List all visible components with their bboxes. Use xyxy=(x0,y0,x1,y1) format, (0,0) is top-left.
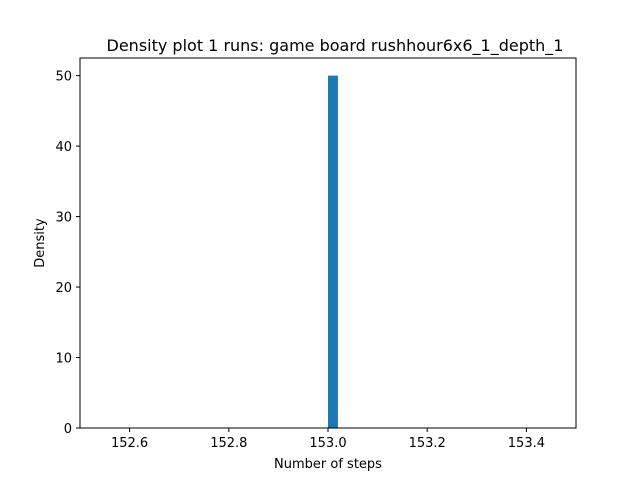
plot-frame xyxy=(79,57,577,429)
x-ticks: 152.6 152.8 153.0 153.2 153.4 xyxy=(111,428,545,451)
x-tick-label: 152.6 xyxy=(111,436,148,451)
y-tick-label: 10 xyxy=(55,352,72,367)
x-axis-label: Number of steps xyxy=(274,457,382,472)
bars-group xyxy=(328,75,338,428)
bar-0 xyxy=(328,75,338,428)
chart-title: Density plot 1 runs: game board rushhour… xyxy=(107,36,564,56)
x-tick-label: 153.4 xyxy=(508,436,545,451)
y-ticks: 0 10 20 30 40 50 xyxy=(55,70,80,437)
y-tick-label: 20 xyxy=(55,281,72,296)
x-tick-label: 153.2 xyxy=(409,436,446,451)
y-axis-label: Density xyxy=(33,218,48,268)
y-tick-label: 40 xyxy=(55,140,72,155)
y-tick-label: 50 xyxy=(55,70,72,85)
y-tick-label: 30 xyxy=(55,211,72,226)
x-tick-label: 153.0 xyxy=(309,436,346,451)
y-tick-label: 0 xyxy=(64,422,72,437)
x-tick-label: 152.8 xyxy=(210,436,247,451)
